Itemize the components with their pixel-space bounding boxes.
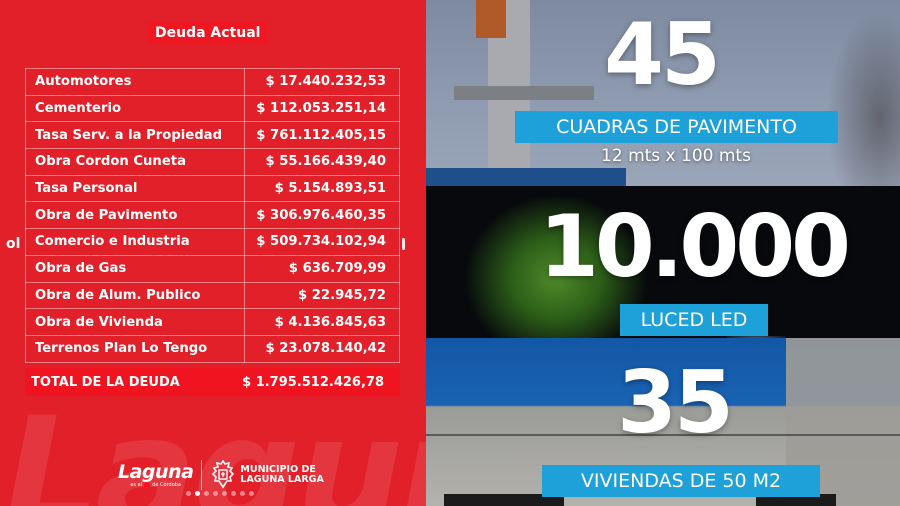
- debt-concept: Automotores: [25, 68, 245, 96]
- debt-concept: Comercio e Industria: [25, 228, 245, 256]
- tagline-left: es el: [130, 481, 143, 488]
- debt-amount: $ 509.734.102,94: [244, 228, 400, 256]
- footer-logos: Laguna es el de Córdoba MUNICIPIO DE LAG…: [118, 458, 324, 492]
- debt-concept: Obra de Gas: [25, 254, 245, 283]
- table-row: Obra de Alum. Publico $ 22.945,72: [25, 281, 400, 310]
- carousel-dot[interactable]: [222, 491, 227, 496]
- debt-concept: Obra Cordon Cuneta: [25, 148, 245, 176]
- debt-amount: $ 22.945,72: [244, 281, 400, 310]
- total-amount: $ 1.795.512.426,78: [242, 374, 384, 390]
- carousel-dot[interactable]: [186, 491, 191, 496]
- debt-amount: $ 23.078.140,42: [244, 334, 400, 363]
- table-row: Obra de Pavimento $ 306.976.460,35: [25, 201, 400, 230]
- debt-amount: $ 112.053.251,14: [244, 94, 400, 123]
- table-row: Obra de Gas $ 636.709,99: [25, 254, 400, 283]
- street-light-glow: [726, 336, 786, 338]
- carousel-dot[interactable]: [240, 491, 245, 496]
- debt-amount: $ 636.709,99: [244, 254, 400, 283]
- carousel-dot[interactable]: [249, 491, 254, 496]
- table-row: Automotores $ 17.440.232,53: [25, 68, 400, 96]
- municipality-name: MUNICIPIO DE LAGUNA LARGA: [240, 463, 324, 486]
- carousel-dots: [186, 491, 254, 496]
- table-row: Obra Cordon Cuneta $ 55.166.439,40: [25, 148, 400, 176]
- next-slide-partial-icon: [402, 238, 405, 250]
- municipality-line-1: MUNICIPIO DE: [240, 463, 316, 475]
- table-row: Cementerio $ 112.053.251,14: [25, 94, 400, 123]
- debt-amount: $ 761.112.405,15: [244, 121, 400, 150]
- municipality-line-2: LAGUNA LARGA: [240, 474, 324, 485]
- debt-concept: Tasa Serv. a la Propiedad: [25, 121, 245, 150]
- stat-label: VIVIENDAS DE 50 M2: [542, 465, 820, 497]
- stat-number: 10.000: [539, 197, 851, 297]
- stat-subtext: 12 mts x 100 mts: [601, 146, 751, 166]
- debt-panel: Laguna Deuda Actual Automotores $ 17.440…: [0, 0, 426, 506]
- table-row: Obra de Vivienda $ 4.136.845,63: [25, 308, 400, 336]
- debt-amount: $ 55.166.439,40: [244, 148, 400, 176]
- table-row: Tasa Serv. a la Propiedad $ 761.112.405,…: [25, 121, 400, 150]
- debt-concept: Terrenos Plan Lo Tengo: [25, 334, 245, 363]
- stat-label: LUCED LED: [620, 304, 768, 336]
- total-row: TOTAL DE LA DEUDA $ 1.795.512.426,78: [25, 368, 400, 396]
- debt-amount: $ 4.136.845,63: [244, 308, 400, 336]
- stat-card-housing: 35 VIVIENDAS DE 50 M2: [426, 338, 900, 506]
- transformer-image: [476, 0, 506, 38]
- pole-arm-image: [454, 86, 594, 100]
- table-row: Terrenos Plan Lo Tengo $ 23.078.140,42: [25, 334, 400, 363]
- carousel-dot-active[interactable]: [195, 491, 200, 496]
- wall-seam: [426, 434, 900, 436]
- stat-card-pavement: 45 CUADRAS DE PAVIMENTO 12 mts x 100 mts: [426, 0, 900, 186]
- logo-divider: [201, 460, 203, 490]
- debt-table: Automotores $ 17.440.232,53 Cementerio $…: [25, 68, 400, 363]
- stat-number: 45: [604, 5, 721, 105]
- heart-icon: [144, 482, 151, 487]
- debt-concept: Obra de Alum. Publico: [25, 281, 245, 310]
- tagline-right: de Córdoba: [152, 481, 181, 488]
- debt-concept: Obra de Pavimento: [25, 201, 245, 230]
- brand-word: Laguna: [118, 460, 194, 483]
- debt-amount: $ 306.976.460,35: [244, 201, 400, 230]
- crest-icon: [212, 460, 235, 489]
- debt-concept: Obra de Vivienda: [25, 308, 245, 336]
- previous-slide-partial: ol: [6, 236, 21, 252]
- brand-tagline: es el de Córdoba: [130, 482, 181, 488]
- tree-image: [826, 10, 900, 186]
- debt-concept: Tasa Personal: [25, 174, 245, 203]
- carousel-dot[interactable]: [231, 491, 236, 496]
- table-row: Comercio e Industria $ 509.734.102,94: [25, 228, 400, 256]
- stat-number: 35: [617, 353, 734, 453]
- stat-card-led-lights: 10.000 LUCED LED: [426, 186, 900, 338]
- window-opening: [444, 494, 564, 506]
- debt-concept: Cementerio: [25, 94, 245, 123]
- municipality-logo: MUNICIPIO DE LAGUNA LARGA: [210, 460, 324, 490]
- panel-title: Deuda Actual: [148, 22, 268, 44]
- window-opening: [756, 494, 836, 506]
- table-row: Tasa Personal $ 5.154.893,51: [25, 174, 400, 203]
- laguna-brand-logo: Laguna es el de Córdoba: [118, 460, 194, 488]
- total-label: TOTAL DE LA DEUDA: [31, 374, 180, 390]
- debt-amount: $ 5.154.893,51: [244, 174, 400, 203]
- tree-foliage-image: [466, 196, 646, 338]
- stat-label: CUADRAS DE PAVIMENTO: [515, 111, 838, 143]
- building-image: [426, 168, 626, 186]
- debt-amount: $ 17.440.232,53: [244, 68, 400, 96]
- carousel-dot[interactable]: [213, 491, 218, 496]
- carousel-dot[interactable]: [204, 491, 209, 496]
